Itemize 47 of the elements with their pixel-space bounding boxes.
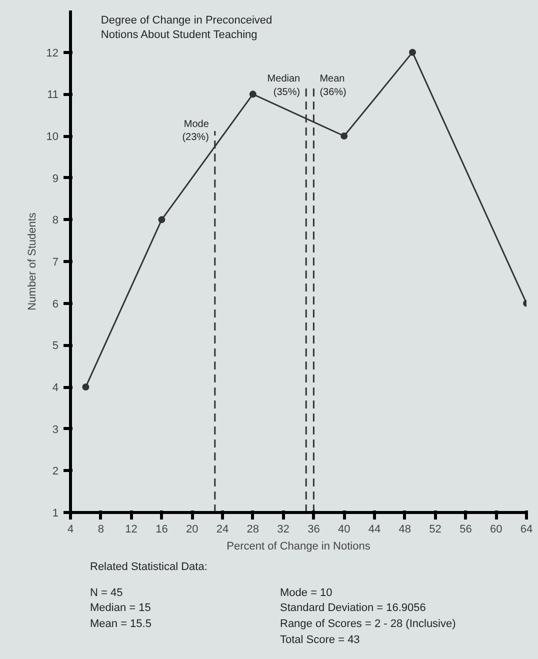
y-tick-label: 11	[47, 89, 59, 102]
ref-line-label: Median (35%)	[267, 74, 300, 98]
text: Mode = 10	[280, 586, 332, 599]
x-tick-label: 16	[156, 524, 168, 536]
y-tick-label: 9	[52, 172, 59, 185]
x-tick-label: 4	[67, 524, 74, 536]
text: Total Score = 43	[280, 634, 360, 646]
ref-line-label: Mean (36%)	[320, 74, 346, 98]
text: Related Statistical Data:	[90, 560, 208, 575]
x-tick-label: 8	[98, 524, 104, 536]
text: Degree of Change in Preconceived Notions About Student Teaching	[100, 14, 272, 41]
y-tick-label: 4	[52, 382, 59, 394]
y-tick-label: 12	[46, 47, 59, 60]
x-tick-label: 56	[460, 524, 472, 536]
point	[82, 384, 90, 390]
x-tick-label: 36	[308, 524, 320, 536]
x-tick-label: 24	[216, 524, 229, 536]
y-tick-label: 1	[52, 508, 59, 520]
point	[158, 216, 166, 224]
text: Mean = 15.5	[90, 618, 152, 630]
x-tick-label: 32	[277, 524, 290, 536]
y-tick-label: 7	[52, 256, 59, 268]
x-tick-label: 20	[186, 524, 198, 536]
text: Range of Scores = 2 - 28 (Inclusive)	[280, 618, 456, 630]
x-tick-label: 60	[490, 524, 502, 536]
x-tick-label: 52	[429, 524, 442, 536]
y-axis-title: Number of Students	[26, 212, 38, 310]
y-tick-label: 5	[52, 340, 59, 352]
x-tick-label: 64	[520, 524, 533, 536]
x-tick-label: 12	[125, 524, 138, 536]
text: Standard Deviation = 16.9056	[280, 602, 426, 614]
y-tick-label: 10	[46, 131, 59, 143]
x-axis-title: Percent of Change in Notions	[226, 540, 371, 552]
point	[249, 90, 256, 98]
x-tick-label: 44	[368, 524, 381, 536]
ref-line-label: Mode (23%)	[182, 118, 210, 144]
point	[409, 48, 416, 56]
y-tick-label: 3	[52, 424, 59, 436]
x-tick-label: 40	[338, 524, 350, 536]
x-tick-label: 28	[246, 524, 260, 536]
x-tick-label: 48	[398, 524, 412, 536]
y-tick-label: 8	[52, 214, 59, 227]
text: Median = 15	[90, 602, 151, 614]
y-tick-label: 6	[52, 298, 59, 310]
text: N = 45	[90, 586, 123, 599]
point	[340, 132, 348, 140]
y-tick-label: 2	[52, 466, 59, 478]
